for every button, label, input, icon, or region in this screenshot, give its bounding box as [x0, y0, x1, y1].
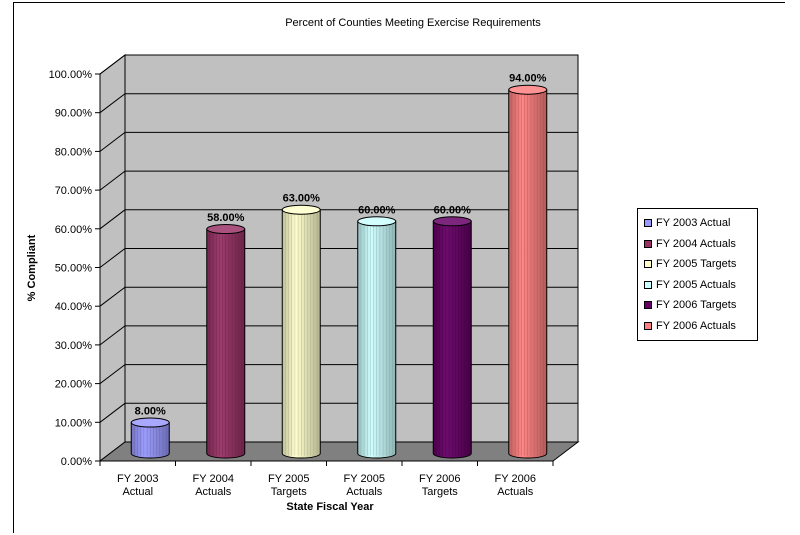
x-tick-label: FY 2006 — [419, 473, 460, 485]
legend-label: FY 2006 Targets — [656, 299, 737, 312]
data-label: 60.00% — [434, 204, 472, 216]
legend-swatch — [644, 301, 652, 310]
floor — [98, 441, 580, 462]
gridline — [99, 325, 578, 346]
gridline — [99, 286, 578, 307]
data-label: 58.00% — [207, 212, 245, 224]
y-tick-label: 40.00% — [55, 301, 93, 313]
legend-label: FY 2003 Actual — [656, 217, 731, 230]
legend: FY 2003 Actual FY 2004 Actuals FY 2005 Tar… — [637, 208, 758, 341]
x-tick-label: Targets — [422, 486, 459, 498]
gridline — [99, 54, 578, 75]
x-tick-label: Targets — [271, 486, 308, 498]
x-tick-label: Actuals — [497, 486, 534, 498]
bar-top — [432, 216, 472, 227]
data-label: 8.00% — [135, 406, 166, 418]
legend-item: FY 2004 Actuals — [644, 234, 757, 255]
x-tick-label: FY 2006 — [495, 473, 536, 485]
gridline — [99, 170, 578, 191]
bar-top — [357, 216, 397, 227]
x-tick-label: Actuals — [346, 486, 383, 498]
y-axis-title: % Compliant — [26, 234, 38, 301]
legend-swatch — [644, 219, 652, 228]
legend-item: FY 2003 Actual — [644, 213, 757, 234]
y-tick-label: 70.00% — [55, 185, 93, 197]
legend-swatch — [644, 260, 652, 269]
bar-top — [130, 417, 170, 428]
x-tick-label: Actual — [122, 486, 153, 498]
data-label: 94.00% — [509, 73, 547, 85]
y-tick-label: 30.00% — [55, 340, 93, 352]
y-tick-label: 10.00% — [55, 417, 93, 429]
legend-swatch — [644, 239, 652, 248]
y-tick-label: 100.00% — [49, 69, 93, 81]
chart-title: Percent of Counties Meeting Exercise Req… — [285, 17, 541, 29]
legend-label: FY 2006 Actuals — [656, 319, 736, 332]
gridline — [99, 248, 578, 268]
x-tick-label: FY 2003 — [117, 473, 158, 485]
x-axis-title: State Fiscal Year — [286, 501, 374, 513]
bar-top — [206, 224, 246, 235]
gridline — [99, 209, 578, 230]
chart-area — [13, 2, 785, 533]
x-tick-label: FY 2005 — [268, 473, 309, 485]
legend-swatch — [644, 280, 652, 289]
gridline — [99, 402, 578, 423]
gridline — [99, 364, 578, 384]
bar-top — [508, 84, 548, 95]
x-tick-label: Actuals — [195, 486, 232, 498]
data-label: 63.00% — [283, 193, 321, 205]
gridline — [99, 93, 578, 114]
legend-swatch — [644, 321, 652, 330]
legend-item: FY 2006 Actuals — [644, 316, 757, 337]
legend-label: FY 2005 Actuals — [656, 278, 736, 291]
legend-item: FY 2005 Actuals — [644, 275, 757, 296]
legend-label: FY 2005 Targets — [656, 258, 737, 271]
y-tick-label: 0.00% — [61, 456, 92, 468]
gridline — [99, 131, 578, 152]
legend-item: FY 2006 Targets — [644, 295, 757, 316]
x-tick-label: FY 2005 — [344, 473, 385, 485]
x-tick-label: FY 2004 — [193, 473, 234, 485]
legend-item: FY 2005 Targets — [644, 254, 757, 275]
data-label: 60.00% — [358, 204, 396, 216]
y-tick-label: 90.00% — [55, 108, 93, 120]
y-tick-label: 20.00% — [55, 379, 93, 391]
y-tick-label: 60.00% — [55, 224, 93, 236]
y-tick-label: 80.00% — [55, 146, 93, 158]
bar-top — [281, 204, 321, 215]
y-tick-label: 50.00% — [55, 263, 93, 275]
legend-label: FY 2004 Actuals — [656, 237, 736, 250]
